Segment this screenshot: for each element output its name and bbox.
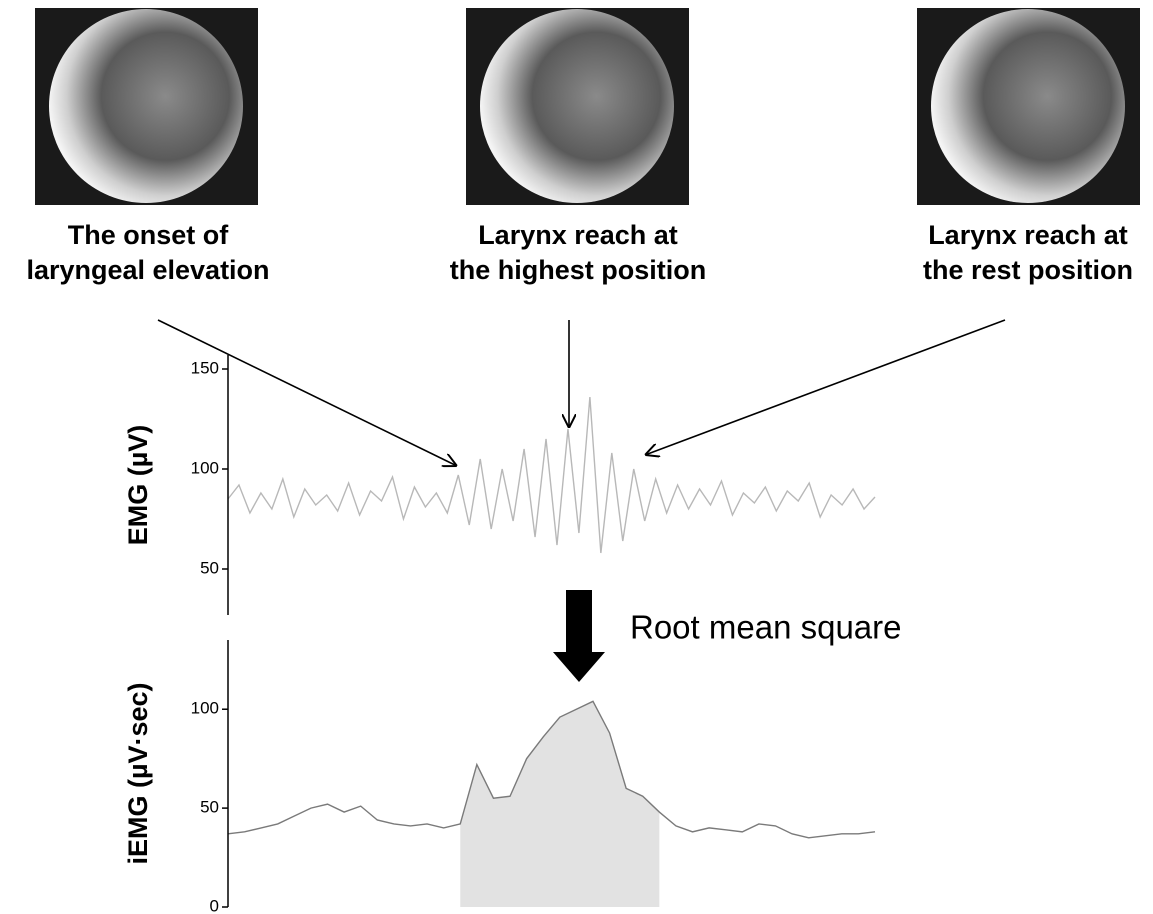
image [480,9,674,203]
image [931,9,1125,203]
image [49,9,243,203]
emg-line [228,397,875,553]
caption: Larynx reach at [478,220,678,250]
caption: Larynx reach at [928,220,1128,250]
arrow [158,320,457,466]
figure: Root mean square The onset of laryngeal e… [0,0,1153,914]
y-tick-label: 150 [191,358,219,377]
pointer-arrows [158,320,1005,466]
y-axis-label: iEMG (µV·sec) [123,682,153,864]
y-tick-label: 0 [210,896,219,914]
caption: laryngeal elevation [26,255,269,285]
caption: the highest position [450,255,707,285]
fluoroscopy-images [35,8,1140,205]
y-tick-label: 50 [200,558,219,577]
transform-label: Root mean square [630,609,902,646]
y-axis-label: EMG (µV) [123,425,153,546]
y-tick-label: 100 [191,458,219,477]
caption: The onset of [68,220,230,250]
y-tick-label: 100 [191,699,219,718]
caption: the rest position [923,255,1133,285]
y-tick-label: 50 [200,798,219,817]
arrow [645,320,1005,455]
down-arrow [553,590,605,682]
shaded-area [460,701,659,907]
